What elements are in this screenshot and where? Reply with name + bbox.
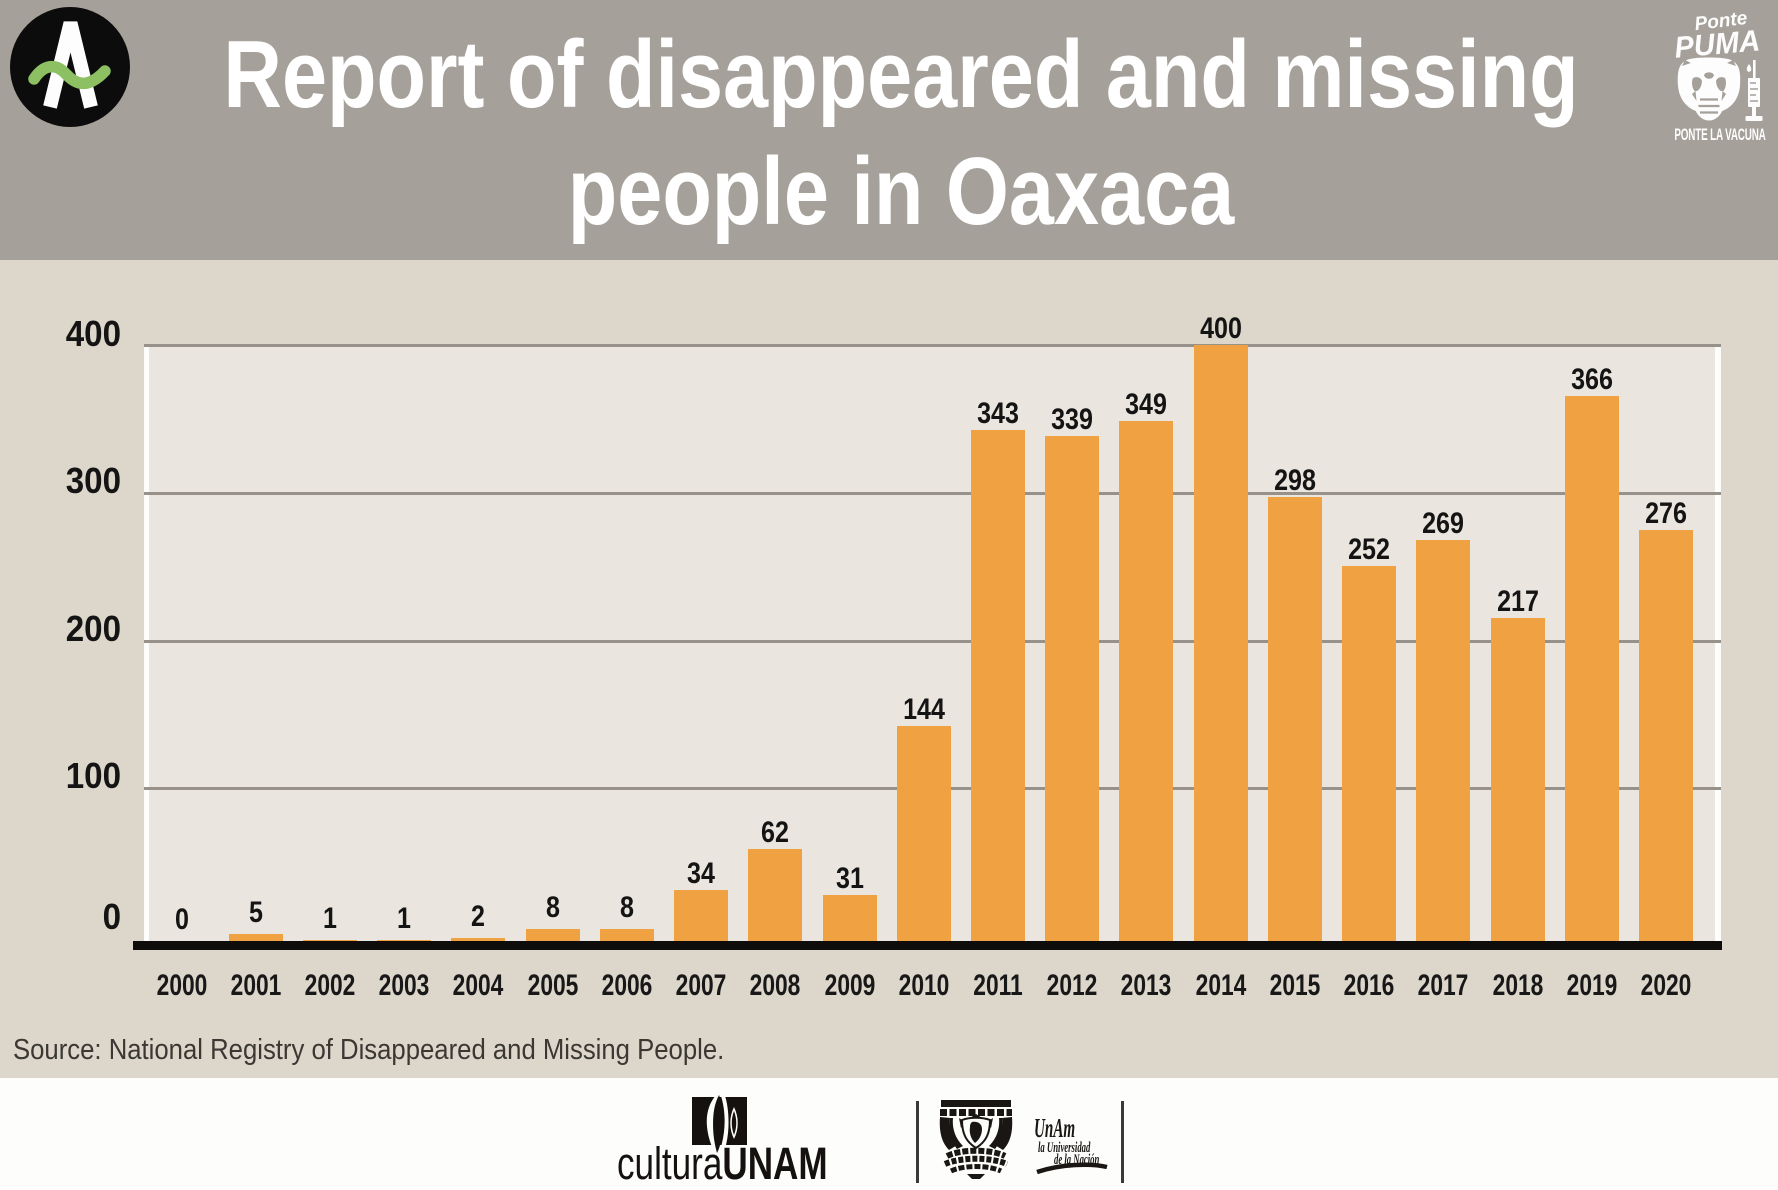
svg-text:PONTE LA VACUNA: PONTE LA VACUNA	[1674, 125, 1766, 143]
svg-text:UnAm: UnAm	[1034, 1114, 1075, 1144]
svg-text:la Universidad: la Universidad	[1038, 1139, 1091, 1156]
